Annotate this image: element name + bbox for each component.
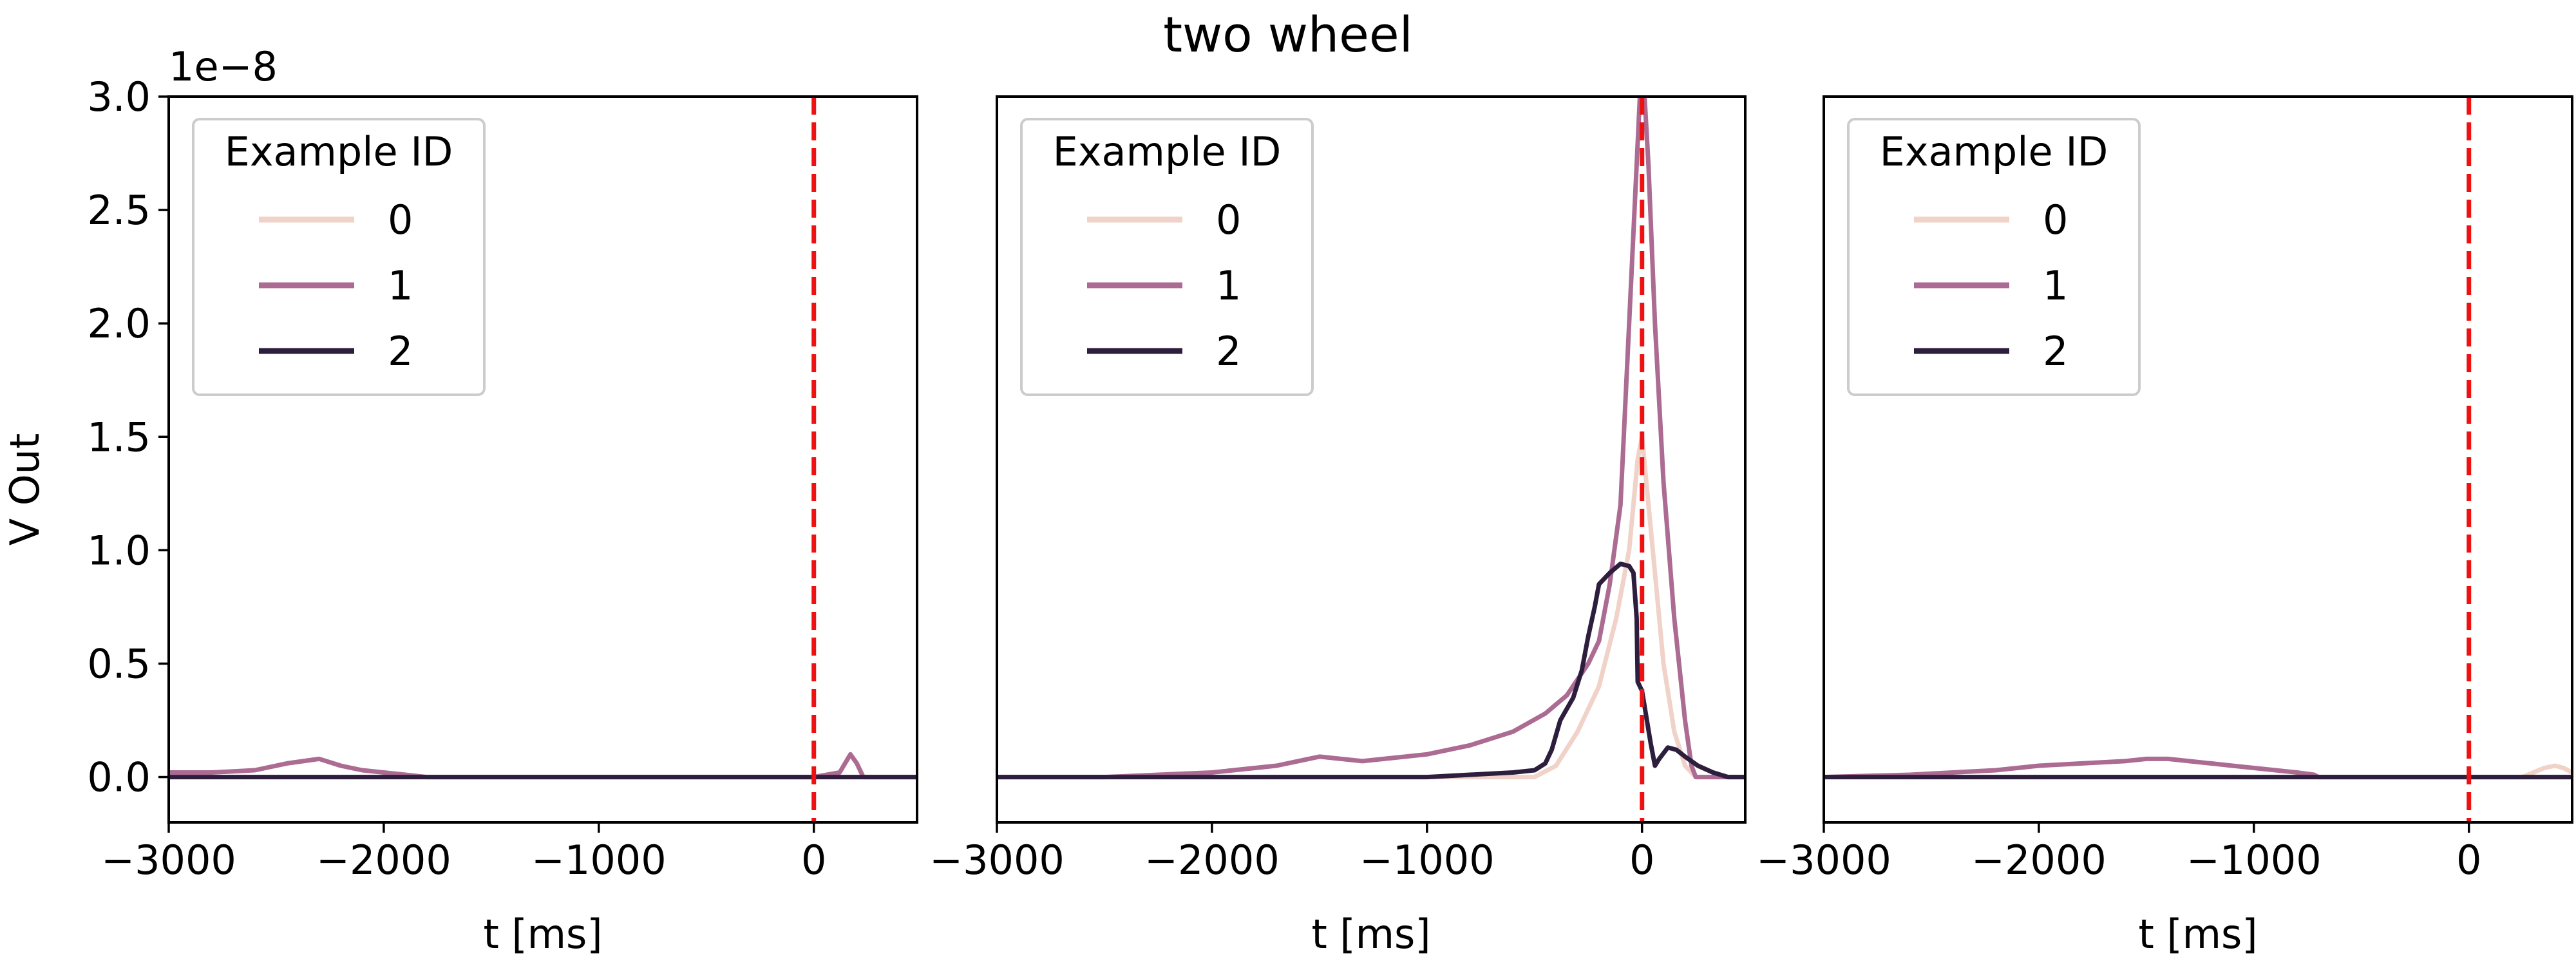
x-tick-label: −1000 — [531, 837, 667, 884]
series-line-1 — [997, 97, 1745, 780]
panel-3: −3000 −2000 −1000 0 t [ms] Example ID 0 1 2 — [1756, 95, 2573, 958]
legend-entry-1: 1 — [2043, 262, 2068, 309]
panel-1: −3000 −2000 −1000 0 t [ms] 0.0 0.5 1.0 1.5 2.0 2.5… — [87, 73, 918, 958]
x-axis-label: t [ms] — [2138, 911, 2257, 958]
y-axis-label: V Out — [1, 433, 48, 546]
y-tick-label: 0.0 — [87, 754, 151, 801]
legend-entry-0: 0 — [1216, 196, 1241, 243]
x-tick-label: 0 — [801, 837, 826, 884]
legend-title: Example ID — [225, 128, 453, 175]
series-line-1 — [1824, 756, 2572, 780]
legend-title: Example ID — [1053, 128, 1282, 175]
x-tick-label: 0 — [2456, 837, 2481, 884]
axes-frame — [1823, 95, 2573, 824]
plot-area — [997, 97, 1745, 822]
plot-area — [1824, 97, 2572, 822]
x-tick-label: −3000 — [1756, 837, 1891, 884]
legend: Example ID 0 1 2 — [192, 118, 486, 396]
legend: Example ID 0 1 2 — [1020, 118, 1314, 396]
legend-entry-2: 2 — [388, 328, 413, 375]
legend-box — [1020, 118, 1314, 396]
series-line-0 — [997, 434, 1745, 780]
x-tick-label: 0 — [1629, 837, 1654, 884]
legend-entry-2: 2 — [1216, 328, 1241, 375]
legend: Example ID 0 1 2 — [1847, 118, 2141, 396]
y-tick-label: 0.5 — [87, 640, 151, 687]
series-line-1 — [169, 752, 917, 780]
x-tick-label: −3000 — [929, 837, 1065, 884]
x-tick-label: −2000 — [316, 837, 451, 884]
legend-entry-0: 0 — [2043, 196, 2068, 243]
y-tick-label: 2.5 — [87, 187, 151, 234]
legend-box — [1847, 118, 2141, 396]
x-tick-label: −1000 — [1359, 837, 1495, 884]
x-tick-label: −1000 — [2186, 837, 2322, 884]
x-tick-label: −2000 — [1144, 837, 1280, 884]
legend-entry-0: 0 — [388, 196, 413, 243]
x-tick-label: −2000 — [1971, 837, 2107, 884]
y-tick-label: 1.5 — [87, 413, 151, 460]
y-tick-label: 1.0 — [87, 527, 151, 574]
y-tick-label: 3.0 — [87, 73, 151, 120]
legend-box — [192, 118, 486, 396]
legend-entry-1: 1 — [1216, 262, 1241, 309]
series-line-2 — [997, 562, 1745, 780]
axes-frame — [996, 95, 1747, 824]
legend-entry-1: 1 — [388, 262, 413, 309]
x-axis-label: t [ms] — [1311, 911, 1430, 958]
y-tick-label: 2.0 — [87, 300, 151, 347]
y-offset-label: 1e−8 — [169, 43, 278, 90]
panel-2: −3000 −2000 −1000 0 t [ms] Example ID 0 1 2 — [929, 95, 1747, 958]
legend-title: Example ID — [1880, 128, 2108, 175]
x-tick-label: −3000 — [101, 837, 236, 884]
x-axis-label: t [ms] — [483, 911, 602, 958]
figure-title: two wheel — [1163, 6, 1413, 63]
legend-entry-2: 2 — [2043, 328, 2068, 375]
axes-frame — [167, 95, 918, 824]
chart-panels: −3000 −2000 −1000 0 t [ms] 0.0 0.5 1.0 1.5 2.0 2.5… — [87, 73, 2573, 958]
plot-area — [169, 97, 917, 822]
